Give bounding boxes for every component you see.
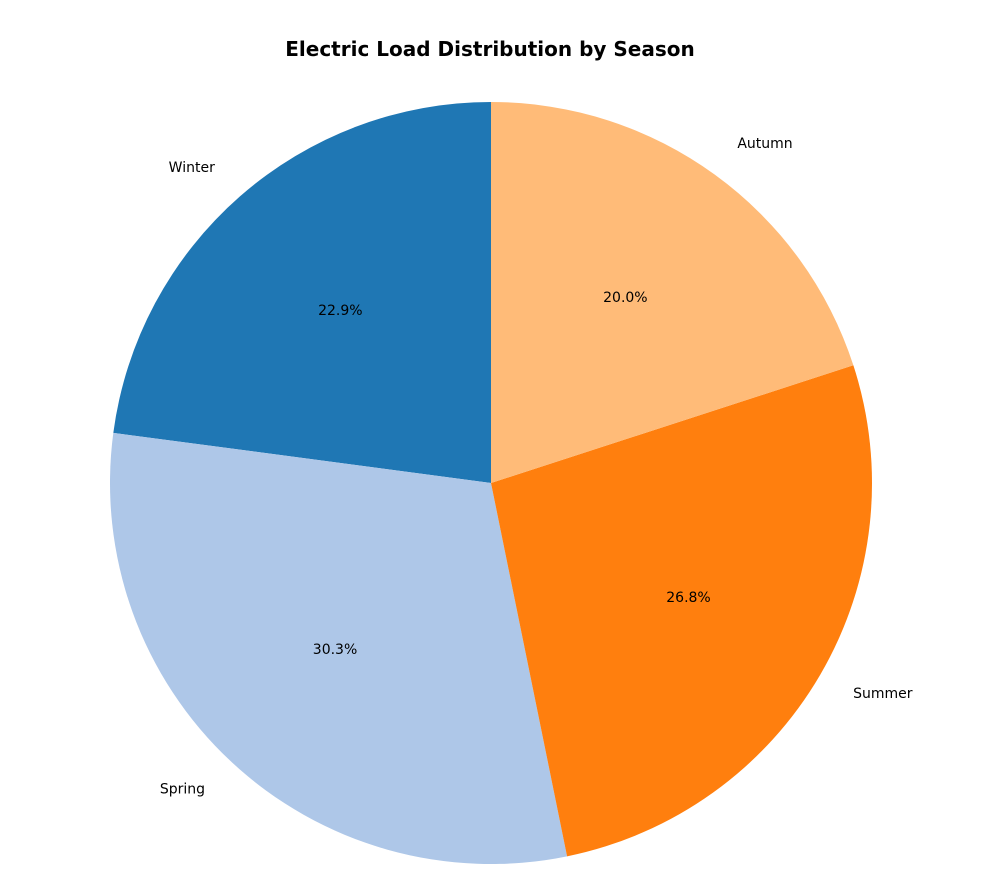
slice-labels: Winter Spring Summer Autumn	[160, 136, 913, 797]
slice-label-autumn: Autumn	[737, 136, 792, 152]
chart-title: Electric Load Distribution by Season	[285, 37, 695, 61]
percent-label-spring: 30.3%	[313, 642, 357, 658]
slice-label-summer: Summer	[853, 686, 913, 702]
percent-label-summer: 26.8%	[666, 590, 710, 606]
percent-label-autumn: 20.0%	[603, 290, 647, 306]
pie-slice-autumn	[491, 102, 854, 483]
pie-slice-winter	[113, 102, 491, 483]
pie-slice-spring	[110, 432, 568, 865]
pie-slice-summer	[491, 365, 872, 857]
percent-label-winter: 22.9%	[318, 303, 362, 319]
slice-label-spring: Spring	[160, 781, 205, 797]
percent-labels: 22.9% 30.3% 26.8% 20.0%	[313, 290, 711, 658]
pie-slices	[110, 102, 872, 865]
slice-label-winter: Winter	[169, 160, 215, 176]
